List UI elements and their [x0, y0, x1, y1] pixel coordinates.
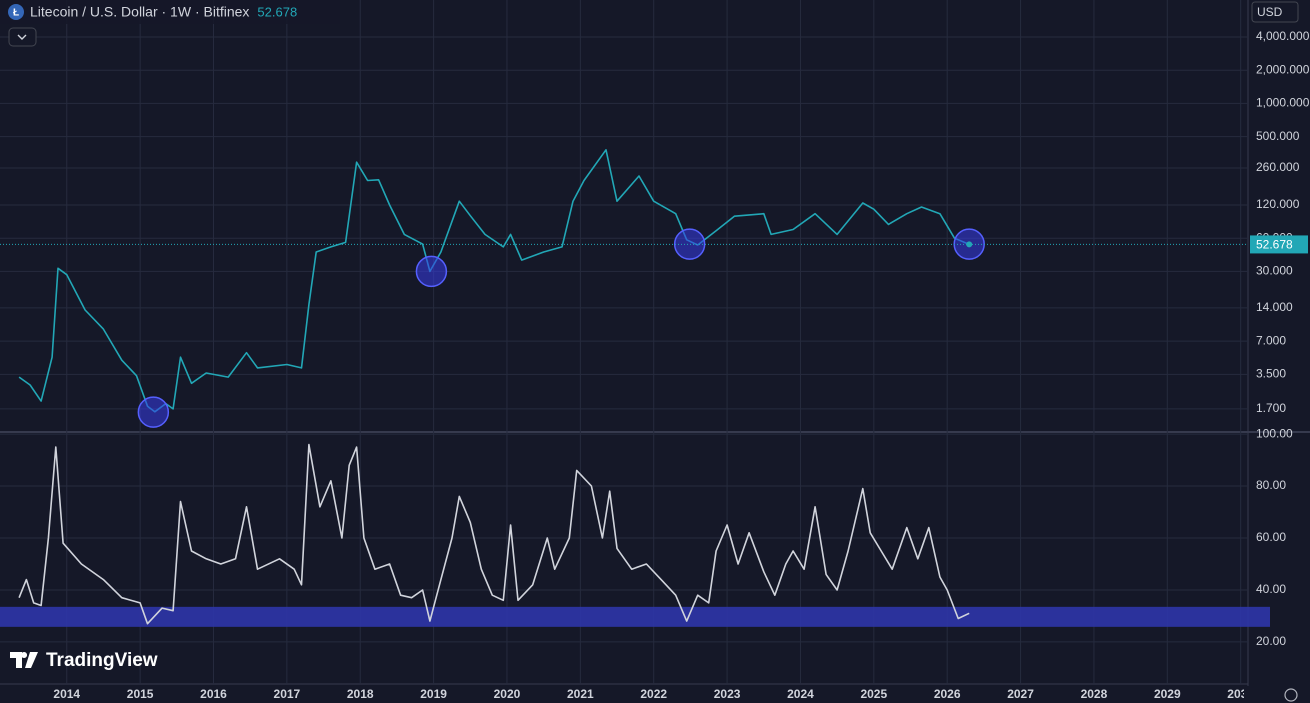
band	[0, 606, 1270, 627]
highlight-circle	[673, 228, 706, 260]
y-tick-label: 1.700	[1256, 401, 1286, 415]
x-tick-label: 2017	[274, 687, 301, 701]
y-tick-label: 20.00	[1256, 634, 1286, 648]
y-tick-label: 500.000	[1256, 129, 1300, 143]
y-tick-label: 7.000	[1256, 333, 1286, 347]
x-tick-label: 2028	[1081, 687, 1108, 701]
settings-icon	[1284, 688, 1298, 702]
y-tick-label: 80.00	[1256, 478, 1286, 492]
y-tick-label: 1,000.000	[1256, 96, 1310, 110]
x-tick-label: 2029	[1154, 687, 1181, 701]
x-tick-label: 2027	[1007, 687, 1034, 701]
header-bg	[0, 0, 340, 24]
y-tick-label: 40.00	[1256, 582, 1286, 596]
logo-mark	[10, 652, 38, 668]
x-tick-label: 2015	[127, 687, 154, 701]
y-tick-label: 260.000	[1256, 160, 1300, 174]
collapse-button[interactable]	[8, 27, 37, 47]
x-tick-label: 2016	[200, 687, 227, 701]
last-price-tag	[1250, 235, 1308, 254]
header-title: Litecoin / U.S. Dollar · 1W · Bitfinex	[30, 4, 249, 20]
x-tick-label: 2024	[787, 687, 814, 701]
logo-text: TradingView	[46, 650, 158, 671]
x-tick-label: 2014	[53, 687, 80, 701]
scale-cover	[1244, 686, 1310, 703]
y-tick-label: 100.00	[1256, 426, 1293, 440]
x-tick-label: 2025	[860, 687, 887, 701]
x-tick-label: 2021	[567, 687, 594, 701]
x-tick-label: 2022	[640, 687, 667, 701]
y-tick-label: 2,000.000	[1256, 62, 1310, 76]
last-price-dot	[966, 241, 973, 248]
x-tick-label: 2023	[714, 687, 741, 701]
currency-label: USD	[1257, 5, 1283, 19]
currency-box[interactable]	[1251, 1, 1299, 23]
y-tick-label: 4,000.000	[1256, 29, 1310, 43]
highlight-circle	[415, 255, 448, 288]
x-tick-label: 2020	[494, 687, 521, 701]
y-tick-label: 14.000	[1256, 300, 1293, 314]
y-tick-label: 3.500	[1256, 366, 1286, 380]
y-tick-label: 30.000	[1256, 264, 1293, 278]
x-tick-label: 2018	[347, 687, 374, 701]
highlight-circle	[137, 396, 170, 428]
price-line	[18, 443, 970, 625]
x-tick-label: 2026	[934, 687, 961, 701]
header-price: 52.678	[257, 4, 297, 19]
last-price-label: 52.678	[1256, 238, 1293, 252]
y-tick-label: 120.000	[1256, 197, 1300, 211]
x-tick-label: 2019	[420, 687, 447, 701]
coin-letter: Ł	[13, 8, 19, 19]
chevron	[17, 34, 27, 40]
coin-icon	[8, 4, 24, 20]
y-tick-label: 60.00	[1256, 530, 1286, 544]
